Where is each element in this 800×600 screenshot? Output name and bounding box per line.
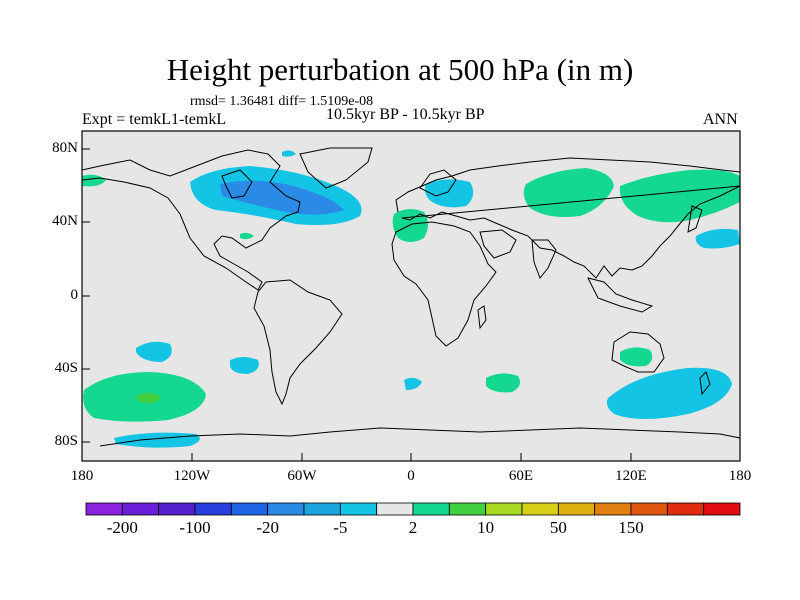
season-label: ANN [703, 111, 738, 128]
period-label: 10.5kyr BP - 10.5kyr BP [326, 106, 485, 123]
colorbar-box [158, 502, 196, 516]
colorbar-box [376, 502, 414, 516]
anomaly-east-asia [619, 169, 740, 223]
anomaly-east-pacific [136, 341, 172, 362]
colorbar-box [630, 502, 668, 516]
colorbar-label: 50 [549, 518, 567, 537]
lat-tick-label: 40N [52, 213, 78, 229]
coast-new-zealand [699, 371, 711, 396]
colorbar-box [703, 502, 741, 516]
coast-arabia [479, 229, 517, 259]
lat-tick-label: 80S [54, 433, 78, 449]
anomaly-gulf [240, 232, 254, 240]
colorbar-box [666, 502, 705, 516]
experiment-label: Expt = temkL1-temkL [82, 111, 227, 128]
lat-tick-label: 40S [54, 360, 78, 376]
anomaly-australia [620, 347, 653, 367]
colorbar-label: 10 [477, 518, 495, 537]
coast-australia [611, 331, 665, 373]
colorbar-label: -5 [333, 518, 348, 537]
anomaly-south-atlantic [404, 377, 422, 390]
anomaly-mediterranean [392, 208, 428, 242]
lon-tick-label: 120W [173, 468, 211, 484]
anomaly-antarctic [114, 432, 200, 448]
coast-africa [391, 221, 497, 347]
colorbar-label: -200 [106, 518, 138, 537]
anomaly-south-africa [486, 373, 520, 393]
axis-ticks [81, 148, 741, 461]
lat-tick-label: 80N [52, 140, 78, 156]
lon-tick-label: 120E [615, 468, 647, 484]
coast-scandinavia [419, 169, 457, 197]
coast-southeast-asia [587, 277, 654, 313]
colorbar-label: -100 [179, 518, 211, 537]
colorbar-box [267, 502, 305, 516]
colorbar-box [448, 502, 487, 516]
stats-text: rmsd= 1.36481 diff= 1.5109e-08 [190, 94, 374, 109]
plot-title: Height perturbation at 500 hPa (in m) [166, 52, 634, 87]
lon-tick-label: 60W [287, 468, 317, 484]
lon-tick-label: 0 [407, 468, 415, 484]
colorbar-box [521, 502, 559, 516]
anomaly-south-pacific-core [136, 393, 160, 403]
anomaly-scandinavia [424, 179, 474, 208]
colorbar-box [594, 502, 632, 516]
colorbar-box [121, 502, 160, 516]
colorbar-label: -20 [256, 518, 279, 537]
colorbar-box [485, 502, 523, 516]
colorbar-label: 150 [618, 518, 644, 537]
coast-hudson-bay [221, 169, 253, 199]
colorbar-box [557, 502, 596, 516]
coast-greenland [299, 147, 373, 189]
colorbar-box [85, 502, 123, 516]
coast-madagascar [477, 305, 487, 330]
colorbar-box [412, 502, 450, 516]
lat-tick-label: 0 [70, 287, 79, 303]
colorbar [85, 502, 741, 516]
anomaly-north-pacific [695, 228, 740, 249]
coast-japan [687, 205, 703, 233]
lon-tick-label: 60E [508, 468, 534, 484]
coast-antarctica [99, 427, 741, 447]
coast-europe-asia [395, 157, 741, 279]
colorbar-box [339, 502, 378, 516]
coast-north-america [81, 149, 301, 291]
anomaly-southeast-pacific [230, 357, 259, 374]
colorbar-box [230, 502, 269, 516]
lon-tick-label: 180 [70, 468, 94, 484]
lon-tick-label: 180 [728, 468, 752, 484]
anomaly-greenland [282, 150, 296, 157]
coast-india [531, 239, 557, 279]
coast-south-america [253, 279, 343, 406]
anomaly-north-america-core [220, 180, 344, 215]
coastlines [81, 147, 741, 447]
colorbar-box [194, 502, 232, 516]
colorbar-box [303, 502, 341, 516]
colorbar-label: 2 [408, 518, 418, 537]
